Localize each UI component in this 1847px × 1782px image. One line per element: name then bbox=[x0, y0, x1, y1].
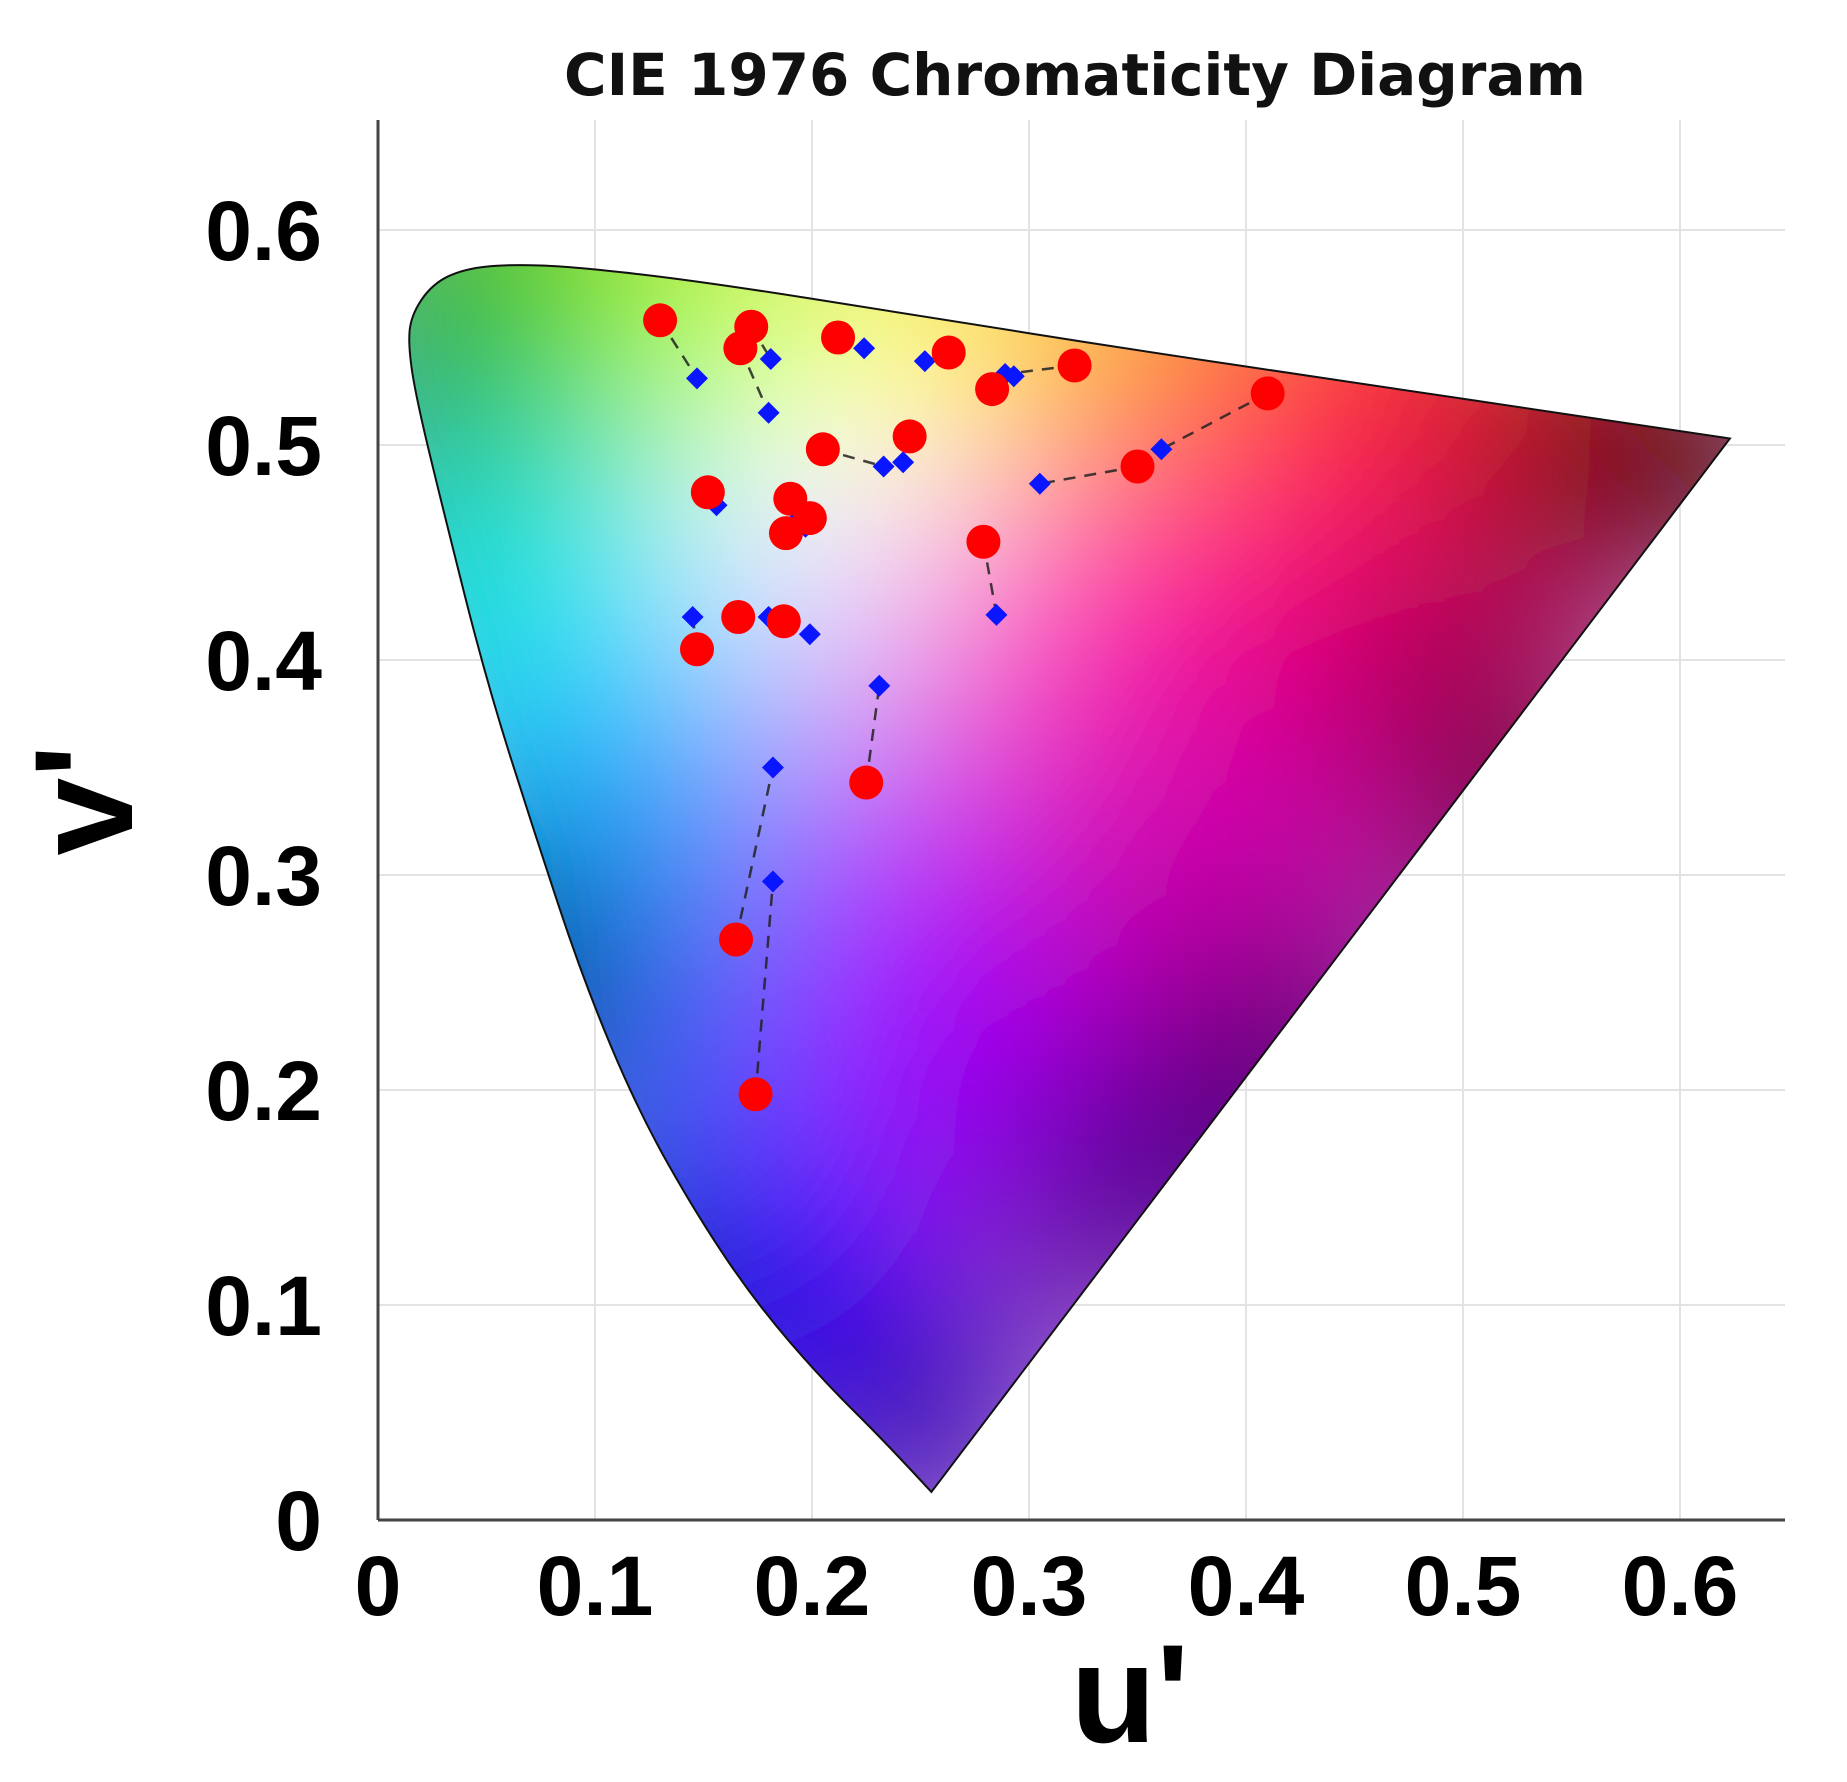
color-blob bbox=[985, 1045, 1290, 1350]
red-point bbox=[931, 335, 966, 370]
red-point bbox=[690, 475, 725, 510]
red-point bbox=[892, 419, 927, 454]
y-tick-label: 0.4 bbox=[205, 614, 322, 708]
red-point bbox=[738, 1077, 773, 1112]
color-blob bbox=[790, 1303, 1051, 1493]
y-tick-label: 0 bbox=[275, 1474, 322, 1568]
blue-point bbox=[853, 337, 876, 360]
red-point bbox=[719, 922, 754, 957]
x-tick-label: 0.3 bbox=[971, 1539, 1088, 1633]
blue-point bbox=[868, 674, 891, 697]
red-point bbox=[821, 320, 856, 355]
gamut-fill bbox=[408, 264, 1732, 1494]
blue-point bbox=[759, 348, 782, 370]
x-tick-labels: 0 0.1 0.2 0.3 0.4 0.5 0.6 bbox=[355, 1539, 1739, 1633]
blue-point bbox=[872, 455, 895, 478]
connector-line bbox=[734, 767, 775, 940]
color-blob bbox=[409, 852, 617, 1113]
red-point bbox=[1250, 376, 1285, 411]
red-points bbox=[643, 303, 1285, 1112]
blue-point bbox=[685, 367, 708, 390]
blue-point bbox=[757, 401, 780, 424]
y-tick-label: 0.5 bbox=[205, 399, 322, 493]
red-point bbox=[766, 604, 801, 639]
red-point bbox=[966, 524, 1001, 559]
y-tick-label: 0.2 bbox=[205, 1044, 322, 1138]
blue-point bbox=[761, 756, 784, 779]
axes bbox=[376, 120, 1785, 1522]
red-point bbox=[643, 303, 678, 338]
x-tick-label: 0.4 bbox=[1188, 1539, 1305, 1633]
red-point bbox=[679, 632, 714, 667]
chart-title: CIE 1976 Chromaticity Diagram bbox=[564, 41, 1586, 109]
color-blob bbox=[1614, 358, 1730, 575]
x-axis-label: u' bbox=[1071, 1615, 1190, 1772]
blue-point bbox=[681, 606, 704, 628]
spectral-locus bbox=[408, 264, 1732, 1494]
red-point bbox=[768, 516, 803, 551]
y-tick-label: 0.1 bbox=[205, 1259, 322, 1353]
connector-line bbox=[865, 685, 881, 783]
y-tick-label: 0.6 bbox=[205, 184, 322, 278]
blue-point bbox=[892, 451, 915, 474]
blue-point bbox=[1002, 365, 1025, 388]
connector-line bbox=[754, 881, 775, 1095]
y-axis-label: v' bbox=[5, 744, 162, 855]
blue-point bbox=[913, 350, 936, 373]
blue-point bbox=[798, 623, 821, 646]
x-tick-label: 0.6 bbox=[1622, 1539, 1739, 1633]
red-point bbox=[723, 331, 758, 366]
blue-point bbox=[1028, 472, 1051, 495]
x-tick-label: 0.5 bbox=[1405, 1539, 1522, 1633]
red-point bbox=[849, 765, 884, 800]
blue-point bbox=[985, 603, 1008, 626]
blue-point bbox=[761, 870, 784, 893]
x-tick-label: 0.1 bbox=[537, 1539, 654, 1633]
y-tick-label: 0.3 bbox=[205, 829, 322, 923]
red-point bbox=[975, 372, 1010, 407]
y-tick-labels: 0 0.1 0.2 0.3 0.4 0.5 0.6 bbox=[205, 184, 322, 1568]
red-point bbox=[721, 600, 756, 634]
red-point bbox=[805, 432, 840, 467]
blue-point bbox=[1150, 438, 1173, 461]
red-point bbox=[1120, 449, 1155, 484]
red-point bbox=[1057, 348, 1092, 383]
x-tick-label: 0.2 bbox=[754, 1539, 871, 1633]
connector-line bbox=[1039, 465, 1138, 485]
x-tick-label: 0 bbox=[355, 1539, 402, 1633]
